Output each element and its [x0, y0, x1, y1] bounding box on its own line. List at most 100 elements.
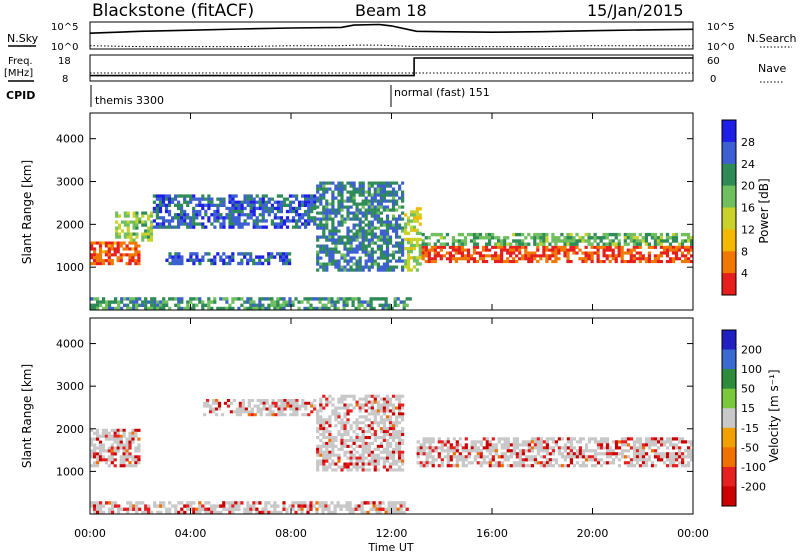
power-cell — [358, 232, 362, 236]
velocity-cell — [246, 507, 250, 511]
power-cell — [258, 225, 262, 229]
power-cell — [469, 239, 474, 243]
power-cell — [376, 235, 380, 239]
power-cell — [349, 211, 353, 215]
velocity-cell — [162, 504, 166, 508]
time-tick-label: 00:00 — [74, 527, 106, 540]
velocity-cell — [440, 440, 444, 444]
power-cell — [128, 262, 132, 266]
velocity-cell — [297, 501, 301, 505]
velocity-cell — [316, 430, 320, 434]
velocity-cell — [425, 440, 429, 444]
power-cell — [602, 236, 606, 240]
power-cell — [638, 254, 642, 258]
power-cell — [252, 258, 256, 262]
power-cell — [635, 245, 639, 249]
power-cell — [421, 245, 425, 249]
velocity-cell — [340, 427, 344, 431]
power-cell — [398, 241, 402, 245]
power-cell — [195, 222, 199, 226]
power-cell — [180, 255, 184, 259]
power-cell — [340, 181, 344, 185]
power-cell — [376, 220, 380, 224]
power-cell — [485, 245, 489, 249]
power-cell — [512, 260, 516, 264]
power-cell — [548, 257, 552, 261]
velocity-cell — [322, 456, 326, 460]
velocity-cell — [319, 421, 323, 425]
velocity-cell — [340, 438, 344, 442]
velocity-cell — [476, 452, 480, 456]
velocity-cell — [620, 452, 625, 456]
power-cell — [460, 257, 464, 261]
power-cell — [252, 222, 256, 226]
power-cell — [355, 244, 359, 248]
power-cell — [119, 244, 123, 248]
power-cell — [267, 206, 271, 211]
velocity-cell — [500, 461, 504, 465]
velocity-cell — [373, 459, 377, 463]
power-cell — [608, 245, 612, 249]
velocity-cell — [391, 430, 396, 434]
velocity-cell — [358, 453, 362, 457]
power-cell — [527, 251, 531, 255]
velocity-cell — [174, 507, 178, 511]
velocity-cell — [295, 404, 299, 408]
velocity-cell — [346, 465, 350, 469]
velocity-cell — [379, 418, 383, 422]
velocity-cell — [455, 458, 459, 462]
power-cell — [500, 245, 504, 249]
power-cell — [186, 203, 190, 207]
power-cell — [325, 214, 329, 218]
power-cell — [554, 239, 558, 243]
velocity-cell — [554, 440, 558, 444]
velocity-cell — [614, 440, 619, 444]
velocity-cell — [102, 510, 106, 515]
velocity-cell — [274, 404, 278, 408]
freq-tick-top: 18 — [58, 56, 71, 67]
velocity-cell — [678, 449, 682, 453]
velocity-cell — [135, 501, 139, 505]
velocity-cell — [384, 507, 388, 511]
power-cell — [358, 223, 362, 227]
velocity-cell — [207, 507, 211, 511]
power-cell — [167, 194, 172, 198]
velocity-cell — [352, 394, 356, 398]
velocity-cell — [398, 456, 402, 460]
velocity-cell — [225, 501, 229, 505]
power-cell — [137, 244, 141, 248]
power-cell — [319, 226, 323, 230]
power-cell — [331, 262, 335, 266]
power-cell — [602, 260, 606, 264]
power-cell — [98, 241, 103, 245]
velocity-cell — [548, 437, 552, 441]
power-cell — [364, 229, 368, 233]
velocity-cell — [337, 447, 341, 451]
velocity-cell — [678, 446, 682, 450]
power-cell — [304, 203, 308, 207]
power-cell — [629, 236, 633, 240]
velocity-cell — [503, 455, 507, 459]
power-cell — [141, 214, 145, 218]
velocity-cell — [122, 428, 126, 432]
power-cell — [249, 306, 253, 311]
power-cell — [189, 255, 193, 259]
power-cell — [107, 259, 111, 263]
velocity-cell — [358, 427, 362, 431]
power-cell — [115, 214, 119, 218]
velocity-cell — [515, 455, 519, 459]
power-cell — [240, 303, 244, 307]
power-cell — [291, 216, 296, 220]
velocity-cell — [95, 434, 100, 438]
velocity-cell — [98, 440, 103, 444]
power-cell — [668, 236, 673, 240]
velocity-cell — [349, 450, 353, 454]
power-cell — [454, 245, 458, 249]
power-cell — [237, 306, 241, 311]
power-cell — [240, 258, 244, 262]
power-cell — [319, 193, 323, 197]
power-cell — [204, 209, 208, 214]
velocity-cell — [425, 464, 429, 468]
velocity-cell — [393, 504, 397, 508]
power-cell — [421, 257, 425, 261]
